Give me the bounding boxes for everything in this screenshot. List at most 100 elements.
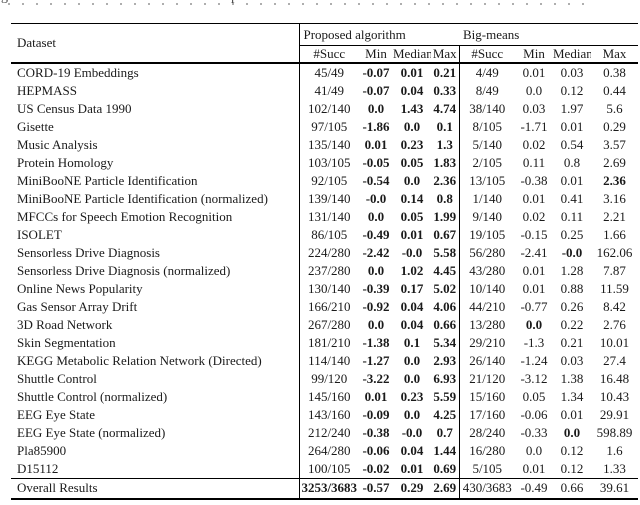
proposed-min: -1.86 — [362, 119, 390, 134]
table-row: Skin Segmentation 181/210 -1.38 0.1 5.34… — [11, 334, 638, 352]
group-header-big-means: Big-means — [459, 23, 639, 46]
bigmeans-min: -1.3 — [523, 335, 545, 350]
group-header-proposed-algorithm: Proposed algorithm — [299, 23, 459, 46]
bigmeans-min: 0.02 — [522, 137, 546, 152]
table-row: Music Analysis 135/140 0.01 0.23 1.3 5/1… — [11, 136, 638, 154]
bigmeans-succ: 8/105 — [472, 119, 503, 134]
bigmeans-succ: 16/280 — [469, 443, 506, 458]
bigmeans-median: 1.97 — [560, 101, 584, 116]
overall-proposed-median: 0.29 — [393, 478, 431, 499]
proposed-max: 4.25 — [431, 406, 460, 424]
proposed-max: 0.66 — [431, 316, 460, 334]
proposed-min: -0.38 — [362, 425, 390, 440]
bigmeans-succ: 28/240 — [469, 425, 506, 440]
table-row: HEPMASS 41/49 -0.07 0.04 0.33 8/49 0.0 0… — [11, 82, 638, 100]
proposed-median: 1.43 — [400, 101, 424, 116]
bigmeans-min: -1.24 — [520, 353, 548, 368]
col-header-proposed-max: Max — [431, 45, 460, 64]
bigmeans-median: 0.11 — [560, 209, 584, 224]
proposed-max: 0.1 — [431, 118, 460, 136]
bigmeans-median: 0.22 — [560, 317, 584, 332]
proposed-min: -0.49 — [362, 227, 390, 242]
bigmeans-succ: 4/49 — [475, 65, 499, 80]
dataset-name: CORD-19 Embeddings — [11, 63, 300, 82]
proposed-median: 0.04 — [400, 83, 424, 98]
bigmeans-succ: 5/140 — [472, 137, 503, 152]
overall-bigmeans-succ: 430/3683 — [459, 478, 515, 499]
proposed-max: 5.58 — [431, 244, 460, 262]
bigmeans-median: 0.03 — [560, 353, 584, 368]
table-row: Sensorless Drive Diagnosis 224/280 -2.42… — [11, 244, 638, 262]
proposed-succ: 100/105 — [307, 461, 351, 476]
bigmeans-median: 0.01 — [560, 173, 584, 188]
col-header-bigmeans-max: Max — [591, 45, 639, 64]
proposed-succ: 181/210 — [307, 335, 351, 350]
proposed-min: -0.07 — [362, 83, 390, 98]
proposed-min: -0.02 — [362, 461, 390, 476]
table-row: US Census Data 1990 102/140 0.0 1.43 4.7… — [11, 100, 638, 118]
proposed-median: 0.01 — [400, 65, 424, 80]
table-row: Shuttle Control (normalized) 145/160 0.0… — [11, 388, 638, 406]
bigmeans-max: 16.48 — [599, 371, 630, 386]
proposed-max: 1.44 — [431, 442, 460, 460]
bigmeans-median: 0.26 — [560, 299, 584, 314]
bigmeans-max: 1.33 — [603, 461, 626, 476]
bigmeans-median: 0.01 — [560, 407, 584, 422]
proposed-succ: 267/280 — [307, 317, 351, 332]
proposed-min: 0.0 — [367, 263, 385, 278]
bigmeans-min: -0.33 — [520, 425, 548, 440]
bigmeans-min: -2.41 — [520, 245, 548, 260]
proposed-max: 5.02 — [431, 280, 460, 298]
proposed-median: 0.01 — [400, 227, 424, 242]
bigmeans-succ: 1/140 — [472, 191, 503, 206]
proposed-min: -0.54 — [362, 173, 390, 188]
proposed-succ: 212/240 — [307, 425, 351, 440]
bigmeans-max: 598.89 — [596, 425, 633, 440]
proposed-min: -0.07 — [362, 65, 390, 80]
bigmeans-max: 0.38 — [603, 65, 626, 80]
bigmeans-min: 0.0 — [525, 317, 543, 332]
proposed-max: 4.74 — [431, 100, 460, 118]
bigmeans-max: 11.59 — [600, 281, 629, 296]
dataset-name: Skin Segmentation — [11, 334, 300, 352]
bigmeans-min: -0.06 — [520, 407, 548, 422]
proposed-median: 0.0 — [403, 371, 421, 386]
proposed-median: 0.0 — [403, 407, 421, 422]
proposed-median: 0.23 — [400, 137, 424, 152]
proposed-succ: 131/140 — [307, 209, 351, 224]
dataset-name: KEGG Metabolic Relation Network (Directe… — [11, 352, 300, 370]
bigmeans-median: 0.8 — [563, 155, 581, 170]
overall-bigmeans-min: -0.49 — [515, 478, 553, 499]
proposed-succ: 130/140 — [307, 281, 351, 296]
proposed-max: 0.69 — [431, 460, 460, 479]
bigmeans-max: 10.01 — [599, 335, 630, 350]
col-header-bigmeans-min: Min — [515, 45, 553, 64]
proposed-max: 6.93 — [431, 370, 460, 388]
bigmeans-succ: 9/140 — [472, 209, 503, 224]
proposed-max: 0.21 — [431, 63, 460, 82]
bigmeans-max: 0.44 — [603, 83, 626, 98]
proposed-median: -0.0 — [401, 245, 423, 260]
proposed-succ: 139/140 — [307, 191, 351, 206]
proposed-min: -3.22 — [362, 371, 390, 386]
bigmeans-max: 1.6 — [606, 443, 623, 458]
col-header-proposed-succ: #Succ — [299, 45, 359, 64]
bigmeans-succ: 10/140 — [469, 281, 506, 296]
overall-proposed-max: 2.69 — [431, 478, 460, 499]
table-row: MiniBooNE Particle Identification (norma… — [11, 190, 638, 208]
proposed-median: 0.05 — [400, 209, 424, 224]
dataset-name: HEPMASS — [11, 82, 300, 100]
proposed-succ: 224/280 — [307, 245, 351, 260]
bigmeans-median: 0.03 — [560, 65, 584, 80]
bigmeans-median: 0.12 — [560, 461, 584, 476]
proposed-min: 0.0 — [367, 209, 385, 224]
table-row: Sensorless Drive Diagnosis (normalized) … — [11, 262, 638, 280]
bigmeans-min: -0.77 — [520, 299, 548, 314]
proposed-succ: 86/105 — [311, 227, 348, 242]
dataset-name: US Census Data 1990 — [11, 100, 300, 118]
table-row: EEG Eye State 143/160 -0.09 0.0 4.25 17/… — [11, 406, 638, 424]
table-row: D15112 100/105 -0.02 0.01 0.69 5/105 0.0… — [11, 460, 638, 479]
table-row: Shuttle Control 99/120 -3.22 0.0 6.93 21… — [11, 370, 638, 388]
proposed-min: 0.0 — [367, 101, 385, 116]
proposed-median: 0.23 — [400, 389, 424, 404]
